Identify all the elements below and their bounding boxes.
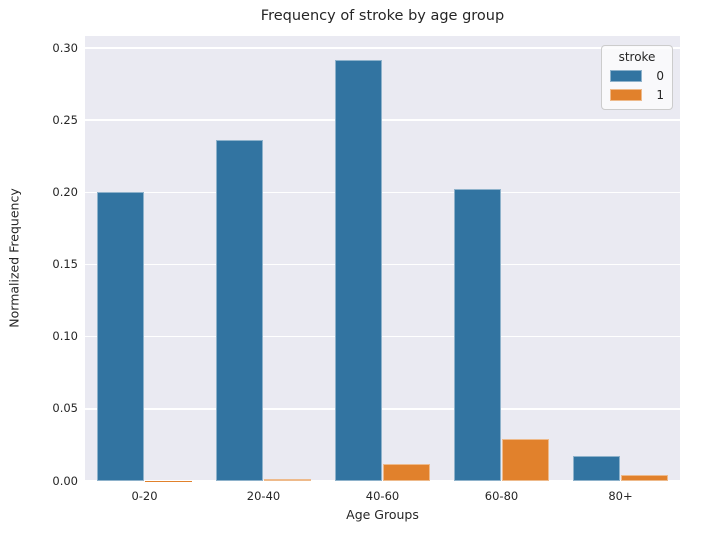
plot-area: [85, 36, 680, 482]
y-tick-label-0.10: 0.10: [52, 329, 78, 344]
y-tick-label-0.25: 0.25: [52, 112, 78, 127]
x-tick-label-80+: 80+: [608, 489, 633, 503]
bar-stroke0-40-60: [334, 59, 383, 481]
bar-stroke0-80+: [572, 456, 621, 481]
gridline-y-0.30: [85, 47, 680, 49]
x-tick-label-40-60: 40-60: [365, 489, 400, 503]
bar-stroke1-60-80: [501, 439, 550, 481]
chart-title: Frequency of stroke by age group: [260, 8, 505, 24]
x-tick-label-0-20: 0-20: [131, 489, 158, 503]
bar-stroke1-20-40: [263, 479, 312, 481]
y-tick-label-0.00: 0.00: [52, 473, 78, 488]
gridline-y-0.10: [85, 335, 680, 338]
gridline-y-0.05: [85, 408, 680, 410]
gridline-y-0.20: [85, 191, 680, 194]
legend-label-1: 1: [656, 88, 664, 102]
bar-stroke1-80+: [620, 475, 669, 481]
bar-stroke0-60-80: [453, 189, 502, 481]
legend-entry-1: 1: [610, 88, 664, 102]
y-tick-label-0.20: 0.20: [52, 184, 78, 199]
y-tick-label-0.30: 0.30: [52, 40, 78, 55]
legend-entry-0: 0: [610, 69, 664, 83]
legend-swatch-0: [610, 70, 642, 82]
x-axis-label: Age Groups: [346, 507, 419, 522]
y-tick-label-0.05: 0.05: [52, 401, 78, 416]
legend-swatch-1: [610, 89, 642, 101]
legend-label-0: 0: [656, 69, 664, 83]
x-tick-label-60-80: 60-80: [484, 489, 519, 503]
bar-stroke0-0-20: [96, 192, 145, 481]
gridline-y-0.25: [85, 119, 680, 121]
gridline-y-0.00: [85, 480, 680, 482]
y-tick-label-0.15: 0.15: [52, 257, 78, 271]
legend-title: stroke: [618, 50, 656, 64]
x-tick-label-20-40: 20-40: [246, 489, 281, 503]
gridline-y-0.15: [85, 263, 680, 266]
bar-stroke1-40-60: [382, 463, 431, 481]
y-axis-label: Normalized Frequency: [6, 188, 22, 328]
bar-stroke0-20-40: [215, 140, 264, 481]
